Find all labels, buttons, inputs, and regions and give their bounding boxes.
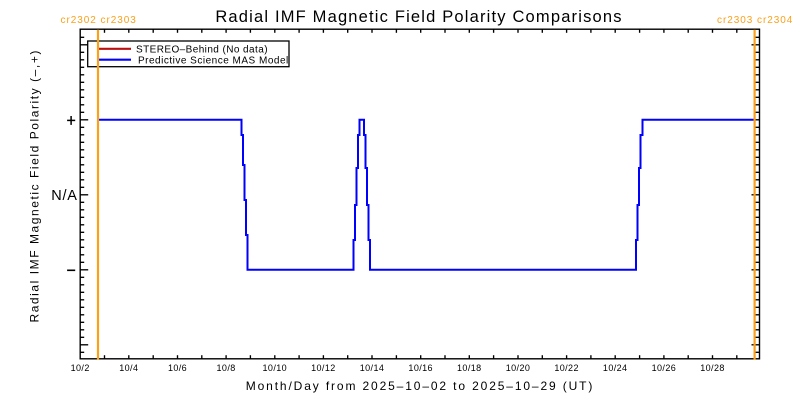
svg-text:10/22: 10/22 bbox=[554, 363, 579, 373]
svg-text:Radial IMF Magnetic Field Pola: Radial IMF Magnetic Field Polarity Compa… bbox=[215, 8, 622, 26]
svg-text:10/20: 10/20 bbox=[506, 363, 531, 373]
svg-text:cr2302 cr2303: cr2302 cr2303 bbox=[61, 15, 137, 26]
svg-text:10/24: 10/24 bbox=[603, 363, 628, 373]
svg-text:N/A: N/A bbox=[51, 188, 78, 204]
svg-text:Predictive Science MAS Model: Predictive Science MAS Model bbox=[138, 56, 289, 67]
svg-text:Radial IMF Magnetic Field Pola: Radial IMF Magnetic Field Polarity (–,+) bbox=[28, 49, 42, 322]
svg-text:10/8: 10/8 bbox=[217, 363, 236, 373]
svg-text:10/18: 10/18 bbox=[457, 363, 482, 373]
svg-text:Month/Day from 2025–10–02 to 2: Month/Day from 2025–10–02 to 2025–10–29 … bbox=[246, 379, 594, 393]
svg-text:10/10: 10/10 bbox=[263, 363, 288, 373]
svg-text:10/16: 10/16 bbox=[408, 363, 433, 373]
svg-text:cr2303 cr2304: cr2303 cr2304 bbox=[717, 15, 793, 26]
svg-text:STEREO–Behind (No data): STEREO–Behind (No data) bbox=[136, 44, 268, 55]
svg-text:10/12: 10/12 bbox=[311, 363, 336, 373]
svg-text:10/4: 10/4 bbox=[119, 363, 138, 373]
svg-text:10/26: 10/26 bbox=[652, 363, 677, 373]
svg-text:10/14: 10/14 bbox=[360, 363, 385, 373]
svg-text:10/2: 10/2 bbox=[71, 363, 90, 373]
svg-text:10/28: 10/28 bbox=[700, 363, 725, 373]
svg-text:10/6: 10/6 bbox=[168, 363, 187, 373]
